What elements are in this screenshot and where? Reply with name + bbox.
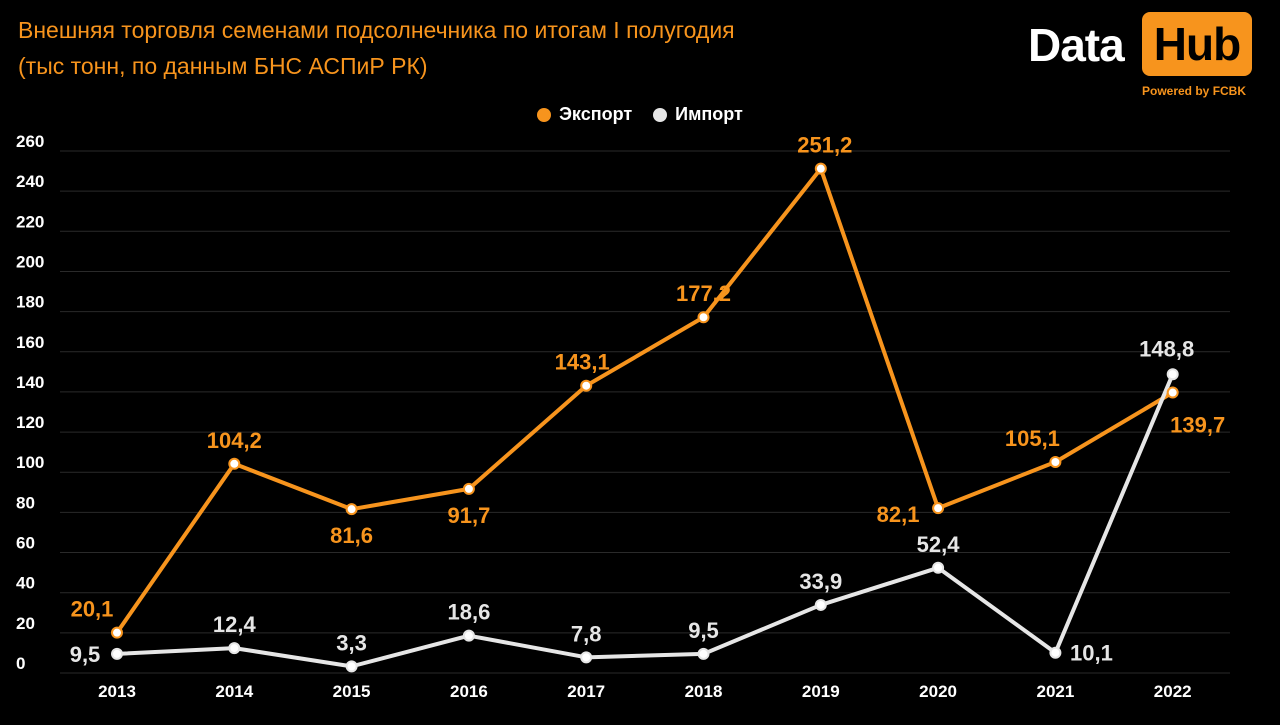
title-line-1: Внешняя торговля семенами подсолнечника … — [18, 17, 735, 43]
import-data-label: 7,8 — [571, 621, 602, 646]
export-point — [580, 379, 593, 392]
x-tick-label: 2019 — [802, 682, 840, 701]
y-tick-label: 220 — [16, 212, 44, 231]
export-data-label: 143,1 — [555, 350, 610, 375]
export-data-label: 20,1 — [71, 597, 114, 622]
import-point — [345, 660, 358, 673]
export-point — [1166, 386, 1179, 399]
x-tick-label: 2020 — [919, 682, 957, 701]
export-data-label: 105,1 — [1005, 426, 1060, 451]
import-point — [111, 647, 123, 660]
import-point — [228, 642, 241, 655]
title-line-2: (тыс тонн, по данным БНС АСПиР РК) — [18, 53, 428, 79]
import-point — [697, 647, 710, 660]
x-tick-label: 2018 — [685, 682, 723, 701]
y-tick-label: 0 — [16, 654, 25, 673]
export-point — [111, 626, 123, 639]
x-tick-label: 2022 — [1154, 682, 1192, 701]
export-point — [697, 311, 710, 324]
export-point — [814, 162, 827, 175]
export-point — [1049, 455, 1062, 468]
export-data-label: 104,2 — [207, 428, 262, 453]
logo-word-data: Data — [1028, 19, 1125, 71]
chart-title: Внешняя торговля семенами подсолнечника … — [18, 12, 735, 84]
legend-label-import: Импорт — [675, 104, 743, 124]
logo-word-hub: Hub — [1142, 12, 1252, 76]
y-tick-label: 180 — [16, 293, 44, 312]
y-tick-label: 40 — [16, 574, 35, 593]
x-tick-label: 2017 — [567, 682, 605, 701]
y-tick-label: 200 — [16, 252, 44, 271]
import-point — [1166, 368, 1179, 381]
import-data-label: 33,9 — [799, 569, 842, 594]
export-line — [115, 166, 1174, 634]
x-tick-label: 2015 — [333, 682, 371, 701]
import-data-label: 10,1 — [1070, 641, 1113, 666]
export-point — [932, 502, 945, 515]
export-point — [228, 457, 241, 470]
legend-swatch-import — [653, 107, 668, 122]
y-tick-label: 140 — [16, 373, 44, 392]
export-data-label: 251,2 — [797, 133, 852, 158]
import-point — [932, 561, 945, 574]
x-tick-label: 2013 — [98, 682, 136, 701]
import-data-label: 148,8 — [1139, 336, 1194, 361]
import-point — [1049, 646, 1062, 659]
y-tick-label: 120 — [16, 413, 44, 432]
logo-tagline: Powered by FCBK — [1142, 84, 1247, 98]
y-tick-label: 100 — [16, 453, 44, 472]
legend-item-import: Импорт — [653, 104, 743, 125]
import-point — [814, 598, 827, 611]
x-tick-label: 2014 — [215, 682, 253, 701]
import-data-label: 18,6 — [447, 600, 490, 625]
import-point — [580, 651, 593, 664]
y-tick-label: 240 — [16, 172, 44, 191]
export-data-label: 81,6 — [330, 523, 373, 548]
legend-item-export: Экспорт — [537, 104, 632, 125]
import-data-label: 12,4 — [213, 612, 257, 637]
export-data-label: 139,7 — [1170, 413, 1225, 438]
import-line — [116, 373, 1175, 669]
legend-swatch-export — [537, 107, 552, 122]
export-data-label: 177,2 — [676, 281, 731, 306]
legend-label-export: Экспорт — [559, 104, 633, 124]
x-tick-label: 2021 — [1036, 682, 1074, 701]
y-tick-label: 20 — [16, 614, 35, 633]
export-point — [462, 482, 475, 495]
import-data-label: 9,5 — [688, 618, 719, 643]
import-data-label: 9,5 — [70, 642, 101, 667]
datahub-logo: Data Hub Powered by FCBK — [1028, 12, 1254, 100]
import-data-label: 3,3 — [336, 630, 367, 655]
import-point — [462, 629, 475, 642]
y-tick-label: 260 — [16, 132, 44, 151]
export-data-label: 82,1 — [877, 502, 920, 527]
x-tick-label: 2016 — [450, 682, 488, 701]
y-tick-label: 60 — [16, 534, 35, 553]
export-point — [345, 503, 358, 516]
import-data-label: 52,4 — [917, 532, 961, 557]
y-tick-label: 160 — [16, 333, 44, 352]
export-data-label: 91,7 — [447, 503, 490, 528]
y-tick-label: 80 — [16, 493, 35, 512]
chart-legend: Экспорт Импорт — [0, 104, 1280, 127]
